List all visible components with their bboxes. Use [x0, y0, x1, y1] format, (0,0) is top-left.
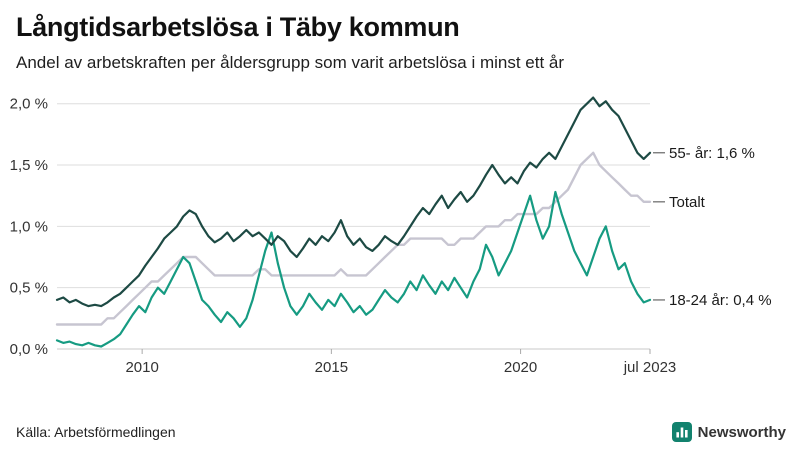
x-tick-label: jul 2023: [623, 359, 677, 376]
annotation-label: 55- år: 1,6 %: [669, 145, 755, 162]
chart-bars-icon: [671, 422, 692, 442]
y-tick-label: 2,0 %: [10, 96, 48, 113]
chart-title: Långtidsarbetslösa i Täby kommun: [16, 12, 460, 42]
series-line: [55, 151, 652, 326]
annotation-label: 18-24 år: 0,4 %: [669, 292, 772, 309]
annotation-label: Totalt: [669, 194, 706, 211]
y-tick-label: 1,0 %: [10, 218, 48, 235]
x-tick-label: 2015: [315, 359, 348, 376]
y-tick-label: 1,5 %: [10, 157, 48, 174]
newsworthy-logo: Newsworthy: [671, 422, 786, 442]
brand-name: Newsworthy: [697, 423, 786, 441]
series-line: [55, 190, 652, 348]
x-tick-label: 2020: [504, 359, 537, 376]
chart-subtitle: Andel av arbetskraften per åldersgrupp s…: [16, 53, 565, 73]
y-tick-label: 0,0 %: [10, 341, 48, 358]
chart: 0,0 % 0,5 % 1,0 % 1,5 % 2,0 % 2010 2015 2020 jul…: [0, 75, 800, 381]
y-tick-label: 0,5 %: [10, 280, 48, 297]
footer: Källa: Arbetsförmedlingen Newsworthy: [16, 422, 786, 442]
series-line: [55, 96, 652, 308]
x-tick-label: 2010: [125, 359, 158, 376]
chart-svg: 0,0 % 0,5 % 1,0 % 1,5 % 2,0 % 2010 2015 2020 jul…: [10, 96, 772, 376]
header: Långtidsarbetslösa i Täby kommun Andel a…: [0, 0, 800, 73]
source-text: Källa: Arbetsförmedlingen: [16, 424, 176, 440]
